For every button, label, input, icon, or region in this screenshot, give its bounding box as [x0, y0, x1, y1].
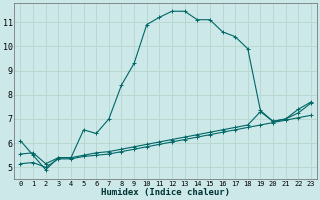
X-axis label: Humidex (Indice chaleur): Humidex (Indice chaleur): [101, 188, 230, 197]
